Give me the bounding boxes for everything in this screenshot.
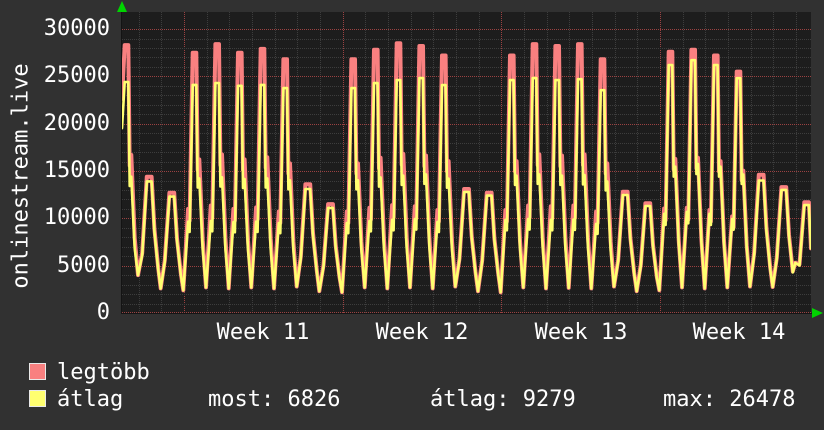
x-axis-arrow-icon [812, 308, 823, 318]
gridline-minor [122, 237, 811, 239]
gridline-major [660, 12, 661, 313]
gridline-minor [122, 142, 811, 144]
gridline-major [122, 265, 811, 267]
gridline-minor [320, 12, 321, 313]
gridline-minor [274, 12, 276, 313]
gridline-minor [122, 57, 811, 59]
gridline-minor [122, 303, 811, 305]
gridline-minor [161, 12, 163, 313]
gridline-minor [122, 85, 811, 87]
gridline-minor [122, 47, 811, 49]
gridline-major [122, 76, 811, 78]
y-axis-tick-25000: 25000 [43, 63, 110, 88]
gridline-minor [122, 66, 811, 68]
gridline-minor [122, 275, 811, 277]
legend-swatch-atlag [29, 390, 46, 407]
gridline-minor [365, 12, 367, 313]
gridline-major [501, 12, 503, 313]
gridline-minor [229, 12, 231, 313]
y-axis-tick-15000: 15000 [43, 158, 110, 183]
gridline-minor [122, 114, 811, 116]
y-axis-tick-30000: 30000 [43, 16, 110, 41]
gridline-major [122, 218, 811, 220]
chart-canvas [122, 41, 811, 295]
stat-max: max: 26478 [663, 387, 796, 412]
gridline-major [342, 12, 344, 313]
gridline-minor [122, 294, 811, 296]
gridline-minor [614, 12, 616, 313]
series-avg-line [122, 58, 811, 294]
y-axis-line [121, 12, 122, 314]
gridline-minor [122, 95, 811, 97]
gridline-minor [122, 133, 811, 135]
y-axis-arrow-icon [117, 1, 127, 12]
gridline-minor [122, 246, 811, 248]
x-axis-label-week-11: Week 11 [216, 320, 310, 345]
gridline-minor [750, 12, 752, 313]
gridline-minor [705, 12, 707, 313]
gridline-major [122, 312, 811, 313]
x-axis-label-week-13: Week 13 [534, 320, 628, 345]
legend-swatch-legtobb [29, 363, 46, 380]
gridline-minor [122, 104, 811, 106]
y-axis-tick-0: 0 [96, 300, 110, 325]
gridline-minor [138, 12, 140, 313]
gridline-minor [682, 12, 684, 313]
gridline-minor [388, 12, 389, 313]
gridline-minor [546, 12, 548, 313]
gridline-minor [773, 12, 775, 313]
gridline-minor [122, 208, 811, 210]
gridline-minor [206, 12, 208, 313]
gridline-major [122, 171, 811, 172]
gridline-minor [569, 12, 571, 313]
gridline-minor [122, 256, 811, 258]
stat-atlag: átlag: 9279 [430, 387, 576, 412]
gridline-minor [796, 12, 797, 313]
gridline-minor [410, 12, 412, 313]
y-axis-tick-5000: 5000 [57, 253, 110, 278]
stat-most: most: 6826 [208, 387, 341, 412]
gridline-minor [122, 161, 811, 163]
gridline-minor [478, 12, 480, 313]
y-axis-tick-20000: 20000 [43, 111, 110, 136]
gridline-minor [122, 38, 811, 40]
x-axis-label-week-14: Week 14 [692, 320, 786, 345]
gridline-minor [728, 12, 729, 313]
gridline-minor [122, 199, 811, 201]
gridline-major [122, 29, 811, 30]
gridline-minor [637, 12, 639, 313]
y-axis-tick-10000: 10000 [43, 205, 110, 230]
gridline-minor [592, 12, 593, 313]
gridline-major [122, 123, 811, 125]
gridline-minor [433, 12, 435, 313]
x-axis-label-week-12: Week 12 [375, 320, 469, 345]
legend-label-atlag: átlag [57, 387, 124, 412]
gridline-minor [122, 180, 811, 182]
gridline-minor [122, 152, 811, 154]
gridline-minor [297, 12, 299, 313]
legend-label-legtobb: legtöbb [57, 360, 150, 385]
gridline-minor [252, 12, 253, 313]
gridline-minor [122, 284, 811, 286]
gridline-minor [524, 12, 525, 313]
x-axis-line [121, 313, 813, 314]
plot-area [122, 12, 811, 313]
gridline-major [184, 12, 185, 313]
gridline-minor [122, 227, 811, 229]
gridline-minor [456, 12, 457, 313]
